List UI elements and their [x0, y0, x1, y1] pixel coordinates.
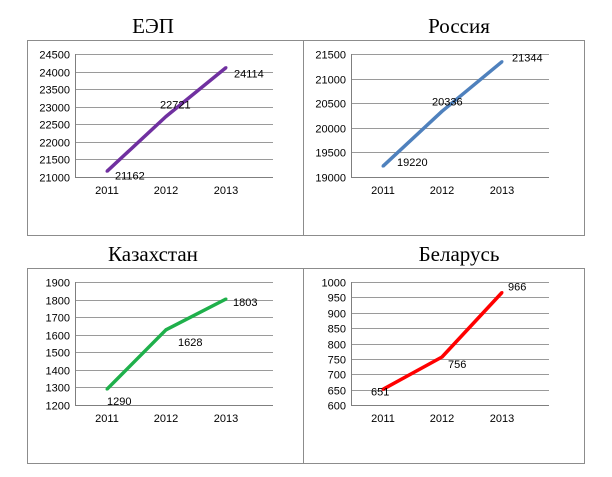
data-label: 756 [448, 359, 466, 371]
y-tick-label: 800 [328, 340, 346, 352]
data-label: 20336 [432, 96, 463, 108]
x-tick-label: 2012 [430, 413, 454, 425]
data-label: 1290 [107, 396, 131, 408]
chart-eep: 21000 21500 22000 22500 23000 23500 24000 24500… [27, 40, 309, 236]
data-label: 1628 [178, 337, 202, 349]
x-tick-label: 2013 [214, 413, 238, 425]
x-tick-label: 2012 [154, 413, 178, 425]
y-tick-label: 1400 [46, 366, 70, 378]
data-point [381, 387, 385, 391]
x-tick-label: 2011 [371, 185, 395, 197]
y-tick-label: 1800 [46, 296, 70, 308]
chart-title-russia: Россия [428, 14, 490, 38]
y-tick-label: 1900 [46, 278, 70, 290]
y-tick-label: 1200 [46, 401, 70, 413]
y-tick-label: 19000 [315, 173, 346, 185]
x-tick-label: 2012 [154, 185, 178, 197]
chart-frame [303, 268, 585, 464]
data-label: 21344 [512, 53, 543, 65]
chart-kazakhstan: 1200 1300 1400 1500 1600 1700 1800 1900 2011 2012… [27, 268, 309, 464]
y-tick-label: 950 [328, 293, 346, 305]
y-tick-label: 1700 [46, 313, 70, 325]
x-tick-label: 2011 [95, 413, 119, 425]
chart-title-belarus: Беларусь [418, 242, 500, 266]
x-tick-label: 2013 [490, 413, 514, 425]
data-point [381, 164, 385, 168]
x-tick-label: 2013 [490, 185, 514, 197]
y-tick-label: 20000 [315, 124, 346, 136]
y-tick-label: 850 [328, 324, 346, 336]
y-tick-label: 1300 [46, 383, 70, 395]
chart-frame [303, 40, 585, 236]
x-tick-label: 2011 [371, 413, 395, 425]
y-tick-label: 24500 [39, 50, 70, 62]
data-label: 24114 [234, 69, 264, 81]
data-point [440, 355, 444, 359]
chart-russia: 19000 19500 20000 20500 21000 21500 2011 2012 20… [303, 40, 585, 236]
y-tick-label: 21000 [315, 75, 346, 87]
y-tick-label: 21500 [39, 155, 70, 167]
x-tick-label: 2012 [430, 185, 454, 197]
data-label: 21162 [115, 170, 145, 182]
y-tick-label: 20500 [315, 99, 346, 111]
chart-title-kazakhstan: Казахстан [108, 242, 198, 266]
data-point [224, 297, 228, 301]
y-tick-label: 24000 [39, 68, 70, 80]
y-tick-label: 21500 [315, 50, 346, 62]
data-point [440, 109, 444, 113]
data-label: 19220 [397, 157, 428, 169]
y-tick-label: 23000 [39, 103, 70, 115]
data-label: 966 [508, 281, 526, 293]
data-point [224, 66, 228, 70]
x-tick-label: 2011 [95, 185, 119, 197]
y-tick-label: 1500 [46, 348, 70, 360]
x-tick-label: 2013 [214, 185, 238, 197]
y-tick-label: 750 [328, 355, 346, 367]
y-tick-label: 600 [328, 401, 346, 413]
data-label: 651 [371, 386, 389, 398]
data-point [164, 115, 168, 119]
y-tick-label: 19500 [315, 148, 346, 160]
y-tick-label: 1000 [322, 278, 346, 290]
y-tick-label: 22000 [39, 138, 70, 150]
data-point [500, 290, 504, 294]
chart-belarus: 600 650 700 750 800 850 900 950 1000 2011 2012 2013… [303, 268, 585, 464]
data-point [105, 387, 109, 391]
y-tick-label: 22500 [39, 120, 70, 132]
chart-title-eep: ЕЭП [132, 14, 174, 38]
data-point [500, 60, 504, 64]
y-tick-label: 21000 [39, 173, 70, 185]
data-label: 22721 [160, 100, 191, 112]
data-label: 1803 [233, 297, 257, 309]
y-tick-label: 900 [328, 309, 346, 321]
y-tick-label: 650 [328, 386, 346, 398]
y-tick-label: 23500 [39, 85, 70, 97]
data-point [105, 169, 109, 173]
y-tick-label: 700 [328, 370, 346, 382]
data-point [164, 328, 168, 332]
y-tick-label: 1600 [46, 331, 70, 343]
